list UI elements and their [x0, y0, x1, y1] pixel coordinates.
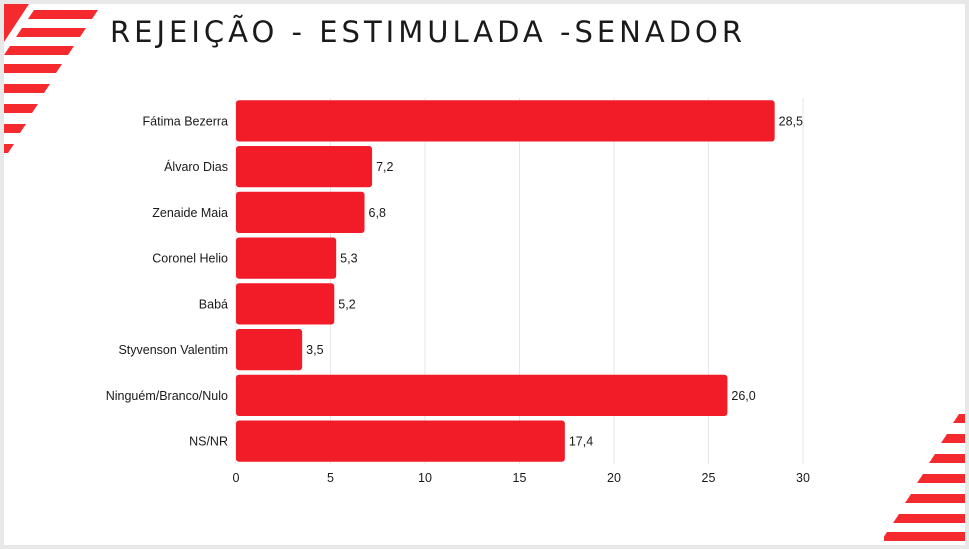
category-label: NS/NR [189, 435, 228, 449]
x-tick-label: 30 [796, 471, 810, 485]
category-label: Ninguém/Branco/Nulo [106, 389, 228, 403]
x-tick-label: 10 [418, 471, 432, 485]
category-label: Fátima Bezerra [143, 114, 228, 128]
x-tick-label: 0 [233, 471, 240, 485]
bar [236, 191, 365, 233]
data-label: 7,2 [376, 160, 393, 174]
bar [236, 420, 565, 462]
category-label: Álvaro Dias [164, 159, 228, 174]
bar-chart: 0 5 10 15 20 25 30 Fátima Bezerra 28,5 Álvaro Dia… [106, 98, 810, 485]
data-label: 5,3 [340, 252, 357, 266]
decorative-stripes-bottom-right [884, 414, 965, 541]
decorative-stripes-top-left [4, 4, 98, 153]
x-tick-label: 15 [513, 471, 527, 485]
bar [236, 374, 728, 416]
bar [236, 237, 337, 279]
category-label: Coronel Helio [152, 252, 228, 266]
slide: REJEIÇÃO - ESTIMULADA -SENADOR 0 5 10 15 20 2… [4, 4, 965, 545]
page-title: REJEIÇÃO - ESTIMULADA -SENADOR [110, 15, 747, 49]
bar [236, 283, 335, 325]
category-label: Babá [199, 297, 228, 311]
category-label: Zenaide Maia [152, 206, 228, 220]
bar [236, 100, 775, 142]
bar [236, 329, 303, 371]
x-tick-label: 5 [327, 471, 334, 485]
data-label: 3,5 [306, 343, 323, 357]
data-label: 28,5 [779, 114, 803, 128]
x-tick-label: 25 [702, 471, 716, 485]
data-label: 17,4 [569, 435, 593, 449]
data-label: 26,0 [731, 389, 755, 403]
data-label: 6,8 [369, 206, 386, 220]
x-tick-label: 20 [607, 471, 621, 485]
category-label: Styvenson Valentim [118, 343, 228, 357]
bar [236, 146, 373, 188]
data-label: 5,2 [338, 297, 355, 311]
